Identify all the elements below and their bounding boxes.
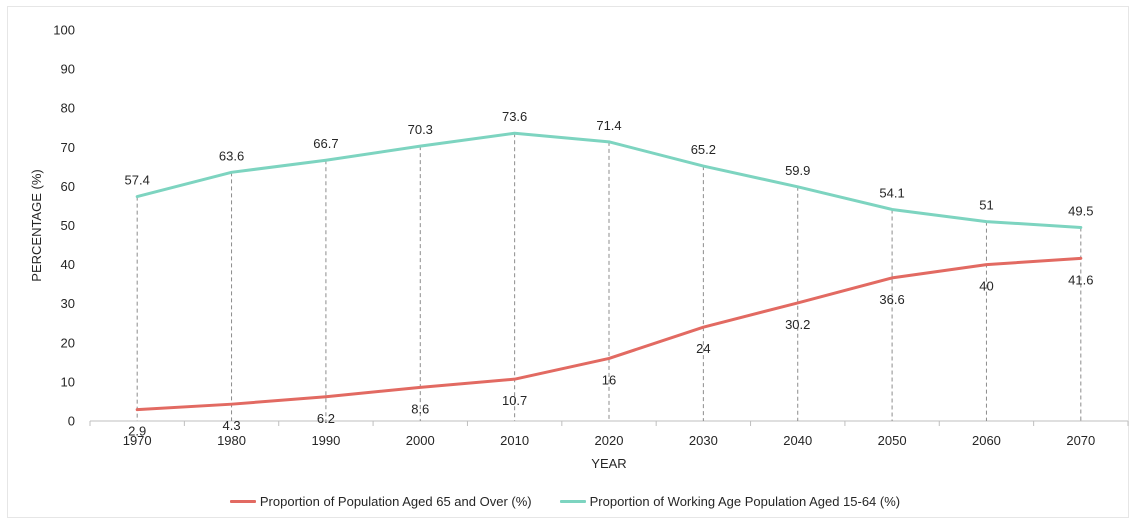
x-tick-label: 2060	[972, 433, 1001, 448]
legend-label-aged-65: Proportion of Population Aged 65 and Ove…	[259, 494, 532, 509]
data-label-working-age: 66.7	[313, 136, 338, 151]
data-label-aged-65: 30.2	[785, 317, 810, 332]
data-label-aged-65: 16	[602, 372, 616, 387]
chart-frame	[7, 6, 1129, 518]
data-label-aged-65: 4.3	[223, 418, 241, 433]
x-tick-label: 1980	[217, 433, 246, 448]
legend-swatch-working-age	[559, 500, 586, 503]
y-tick-label: 60	[61, 179, 75, 194]
x-tick-label: 2040	[783, 433, 812, 448]
legend: Proportion of Population Aged 65 and Ove…	[0, 494, 1130, 509]
y-tick-label: 100	[53, 23, 75, 38]
legend-item-working-age: Proportion of Working Age Population Age…	[559, 494, 901, 509]
x-tick-label: 1990	[311, 433, 340, 448]
data-labels: 57.4 63.6 66.7 70.3 73.6 71.4 65.2 59.9 54.1 51 49…	[125, 109, 1094, 438]
data-label-working-age: 59.9	[785, 163, 810, 178]
y-tick-label: 40	[61, 257, 75, 272]
data-label-aged-65: 6.2	[317, 411, 335, 426]
data-label-working-age: 70.3	[408, 122, 433, 137]
data-label-working-age: 57.4	[125, 173, 150, 188]
x-tick-label: 2010	[500, 433, 529, 448]
data-label-working-age: 71.4	[596, 118, 621, 133]
legend-swatch-aged-65	[229, 500, 256, 503]
drop-lines	[136, 133, 1082, 421]
x-tick-label: 1970	[123, 433, 152, 448]
y-axis-title: PERCENTAGE (%)	[29, 169, 44, 281]
data-label-working-age: 63.6	[219, 148, 244, 163]
y-tick-label: 20	[61, 335, 75, 350]
y-tick-label: 80	[61, 101, 75, 116]
x-tick-label: 2050	[878, 433, 907, 448]
legend-label-working-age: Proportion of Working Age Population Age…	[589, 494, 901, 509]
series-line-aged-65	[135, 256, 1083, 412]
y-tick-label: 70	[61, 140, 75, 155]
data-label-aged-65: 8.6	[411, 401, 429, 416]
data-label-working-age: 51	[979, 198, 993, 213]
series-lines	[135, 131, 1083, 412]
x-tick-label: 2020	[595, 433, 624, 448]
series-line-working-age	[135, 131, 1083, 229]
data-label-aged-65: 24	[696, 341, 710, 356]
data-label-working-age: 65.2	[691, 142, 716, 157]
y-tick-label: 50	[61, 218, 75, 233]
data-label-working-age: 54.1	[879, 185, 904, 200]
data-label-aged-65: 40	[979, 279, 993, 294]
x-tick-label: 2000	[406, 433, 435, 448]
data-label-aged-65: 10.7	[502, 393, 527, 408]
x-tick-label: 2070	[1066, 433, 1095, 448]
data-label-aged-65: 2.9	[128, 424, 146, 439]
y-tick-label: 90	[61, 62, 75, 77]
data-label-working-age: 73.6	[502, 109, 527, 124]
y-tick-label: 30	[61, 296, 75, 311]
y-tick-label: 10	[61, 374, 75, 389]
y-tick-label: 0	[68, 414, 75, 429]
data-label-aged-65: 36.6	[879, 292, 904, 307]
x-axis-title: YEAR	[591, 456, 626, 471]
data-label-aged-65: 41.6	[1068, 272, 1093, 287]
legend-item-aged-65: Proportion of Population Aged 65 and Ove…	[229, 494, 532, 509]
x-tick-label: 2030	[689, 433, 718, 448]
data-label-working-age: 49.5	[1068, 203, 1093, 218]
